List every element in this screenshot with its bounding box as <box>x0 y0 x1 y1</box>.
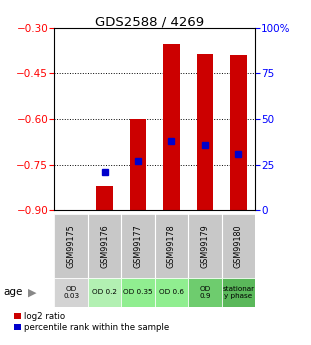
Text: GSM99178: GSM99178 <box>167 224 176 268</box>
Text: age: age <box>3 287 22 297</box>
Text: ▶: ▶ <box>28 287 36 297</box>
Bar <box>88 214 121 278</box>
Bar <box>230 55 247 210</box>
Bar <box>96 186 113 210</box>
Bar <box>155 278 188 307</box>
Text: GSM99176: GSM99176 <box>100 224 109 268</box>
Text: OD
0.03: OD 0.03 <box>63 286 79 299</box>
Bar <box>54 278 88 307</box>
Bar <box>155 214 188 278</box>
Bar <box>163 45 180 210</box>
Bar <box>188 278 222 307</box>
Text: GSM99179: GSM99179 <box>200 224 209 268</box>
Bar <box>222 278 255 307</box>
Bar <box>197 53 213 210</box>
Text: GSM99177: GSM99177 <box>133 224 142 268</box>
Bar <box>121 214 155 278</box>
Text: GSM99180: GSM99180 <box>234 224 243 268</box>
Bar <box>222 214 255 278</box>
Text: OD 0.6: OD 0.6 <box>159 289 184 295</box>
Text: OD 0.35: OD 0.35 <box>123 289 153 295</box>
Text: stationar
y phase: stationar y phase <box>222 286 254 299</box>
Text: OD
0.9: OD 0.9 <box>199 286 211 299</box>
Text: GSM99175: GSM99175 <box>67 224 76 268</box>
Bar <box>188 214 222 278</box>
Bar <box>121 278 155 307</box>
Text: OD 0.2: OD 0.2 <box>92 289 117 295</box>
Bar <box>88 278 121 307</box>
Legend: log2 ratio, percentile rank within the sample: log2 ratio, percentile rank within the s… <box>14 311 170 333</box>
Bar <box>130 119 146 210</box>
Text: GDS2588 / 4269: GDS2588 / 4269 <box>95 16 204 29</box>
Bar <box>54 214 88 278</box>
